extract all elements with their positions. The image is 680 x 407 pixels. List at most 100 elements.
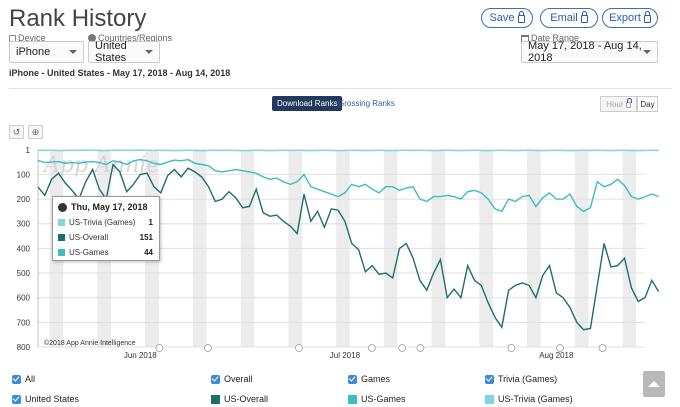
country-label-wrap: Countries/Regions	[88, 33, 172, 43]
tooltip-date: Thu, May 17, 2018	[71, 202, 148, 212]
y-tick-label: 600	[17, 294, 31, 303]
checkbox[interactable]	[12, 374, 21, 384]
y-tick-label: 500	[17, 269, 31, 278]
undo-icon[interactable]: ↺	[9, 125, 24, 139]
event-marker-icon	[295, 344, 303, 352]
legend-series: United States US-Overall US-Games US-Tri…	[0, 394, 680, 407]
y-tick-label: 1	[26, 146, 31, 155]
legend-label: US-Trivia (Games)	[498, 394, 573, 404]
series-swatch	[211, 394, 220, 404]
y-tick-label: 400	[17, 244, 31, 253]
tooltip-row: US-Trivia (Games) 1	[58, 216, 153, 228]
series-line-us-overall	[37, 163, 660, 331]
tooltip-series-value: 44	[144, 247, 153, 257]
y-tick-label: 800	[17, 343, 31, 352]
legend-label: Overall	[224, 374, 253, 384]
globe-icon	[88, 34, 96, 42]
legend-us-games[interactable]: US-Games	[348, 394, 406, 404]
x-tick-label: Aug 2018	[539, 351, 574, 360]
tooltip-series-value: 1	[148, 217, 153, 227]
event-marker-icon	[155, 344, 164, 352]
legend-us-overall[interactable]: US-Overall	[211, 394, 268, 404]
hour-label: Hour	[606, 99, 624, 109]
series-swatch	[58, 248, 65, 256]
save-label: Save	[489, 12, 515, 24]
lock-icon	[517, 11, 525, 23]
tooltip-row: US-Games 44	[58, 246, 153, 258]
tooltip-header: Thu, May 17, 2018	[58, 202, 148, 212]
legend-label: Trivia (Games)	[498, 374, 558, 384]
event-marker-icon	[204, 344, 212, 352]
x-tick-label: Jul 2018	[330, 351, 361, 360]
tooltip-series-name: US-Overall	[69, 232, 109, 242]
event-marker-icon	[367, 344, 376, 352]
chevron-down-icon	[69, 50, 77, 54]
day-toggle[interactable]: Day	[637, 96, 658, 112]
date-value: May 17, 2018 - Aug 14, 2018	[528, 40, 642, 64]
y-tick-label: 300	[17, 220, 31, 229]
date-range-select[interactable]: May 17, 2018 - Aug 14, 2018	[521, 40, 658, 64]
page-title: Rank History	[9, 5, 147, 32]
series-swatch	[485, 394, 494, 404]
legend-label: US-Overall	[224, 394, 269, 404]
checkbox[interactable]	[485, 374, 494, 384]
device-select[interactable]: iPhone	[9, 41, 84, 63]
series-line-us-games	[37, 158, 659, 213]
series-swatch	[58, 233, 65, 241]
tooltip-row: US-Overall 151	[58, 231, 153, 243]
legend-label: United States	[25, 394, 80, 404]
lock-icon	[625, 98, 632, 108]
legend-trivia[interactable]: Trivia (Games)	[485, 374, 557, 384]
chevron-up-icon	[648, 381, 660, 387]
lock-icon	[643, 11, 651, 23]
scroll-to-top-button[interactable]	[643, 371, 665, 397]
chevron-down-icon	[643, 50, 651, 54]
watermark: App Annie	[42, 153, 159, 178]
tab-download-ranks[interactable]: Download Ranks	[272, 96, 343, 111]
series-swatch	[348, 394, 357, 404]
series-line-us-trivia-games-	[37, 149, 659, 152]
chart-tooltip: Thu, May 17, 2018 US-Trivia (Games) 1 US…	[52, 196, 160, 261]
tooltip-series-value: 151	[139, 232, 153, 242]
lock-icon	[580, 11, 588, 23]
y-tick-label: 200	[17, 195, 31, 204]
country-label: Countries/Regions	[98, 33, 173, 43]
date-label: Date Range	[531, 33, 580, 43]
series-swatch	[58, 218, 65, 226]
event-marker-icon	[416, 344, 425, 352]
checkbox[interactable]	[348, 374, 357, 384]
country-select[interactable]: United States	[88, 40, 160, 64]
legend-filters: All Overall Games Trivia (Games)	[0, 374, 680, 388]
y-tick-label: 100	[17, 170, 31, 179]
tooltip-series-name: US-Games	[69, 247, 109, 257]
checkbox[interactable]	[12, 394, 21, 404]
divider	[9, 88, 672, 89]
event-marker-icon	[398, 344, 407, 352]
legend-games[interactable]: Games	[348, 374, 390, 384]
save-button[interactable]: Save	[481, 8, 533, 28]
legend-us-trivia[interactable]: US-Trivia (Games)	[485, 394, 573, 404]
device-label: Device	[18, 33, 46, 43]
event-marker-icon	[598, 344, 607, 352]
hour-toggle[interactable]: Hour	[600, 96, 637, 112]
legend-label: Games	[361, 374, 391, 384]
legend-united-states[interactable]: United States	[12, 394, 79, 404]
checkbox[interactable]	[211, 374, 220, 384]
email-label: Email	[550, 12, 578, 24]
x-tick-label: Jun 2018	[124, 351, 157, 360]
device-value: iPhone	[16, 46, 51, 58]
event-marker-icon	[507, 344, 516, 352]
email-button[interactable]: Email	[540, 8, 598, 28]
globe-icon	[58, 202, 67, 212]
export-label: Export	[609, 12, 641, 24]
chevron-down-icon	[145, 50, 153, 54]
zoom-icon[interactable]: ⊕	[28, 125, 43, 139]
legend-overall[interactable]: Overall	[211, 374, 253, 384]
event-marker-icon	[556, 344, 564, 352]
y-tick-label: 700	[17, 318, 31, 327]
legend-all[interactable]: All	[12, 374, 35, 384]
copyright-label: ©2018 App Annie Intelligence	[44, 339, 136, 347]
tab-grossing-ranks[interactable]: Grossing Ranks	[338, 99, 395, 108]
export-button[interactable]: Export	[602, 8, 658, 28]
report-subtitle: iPhone - United States - May 17, 2018 - …	[9, 68, 231, 78]
